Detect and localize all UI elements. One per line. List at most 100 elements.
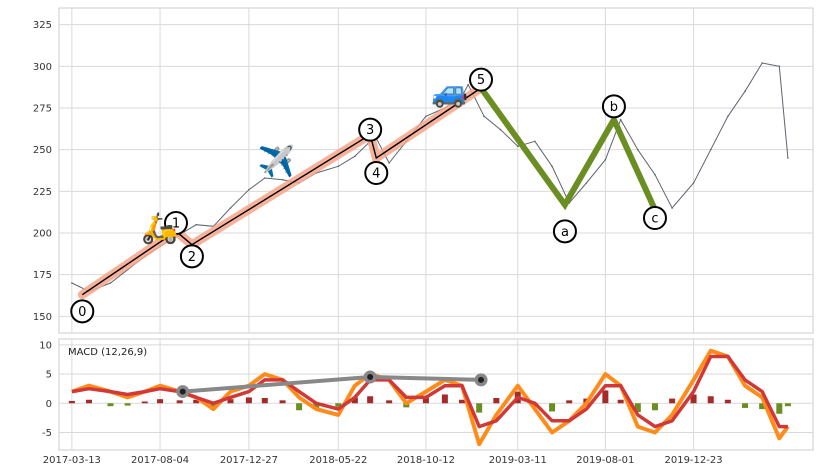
macd-histogram-bar [386, 400, 393, 404]
wave-label-1: 1 [172, 217, 180, 232]
price-point [248, 188, 250, 191]
x-tick-label: 2019-08-01 [576, 455, 634, 466]
x-tick-label: 2017-08-04 [131, 455, 189, 466]
macd-histogram-bar [68, 400, 75, 404]
macd-histogram-bar [351, 397, 358, 404]
price-grid [59, 8, 813, 333]
macd-histogram-bar [107, 403, 114, 407]
macd-histogram-bar [279, 400, 286, 404]
x-tick-label: 2019-03-11 [489, 455, 547, 466]
axis-layer: 2017-03-13 2017-08-04 2017-12-27 2018-05-22… [33, 20, 723, 466]
price-point [425, 115, 427, 118]
price-point [109, 282, 112, 284]
macd-histogram-bar [422, 397, 429, 404]
macd-histogram-bar [193, 399, 200, 404]
macd-histogram-bar [313, 403, 320, 410]
price-y-tick-label: 200 [33, 229, 52, 240]
price-point [778, 65, 781, 68]
wave-label-0: 0 [78, 305, 86, 320]
wave-label-circle [552, 219, 577, 244]
macd-histogram-bar [227, 399, 234, 404]
macd-histogram-bar [124, 403, 131, 406]
price-point [709, 148, 712, 151]
price-point [787, 157, 789, 159]
macd-legend-label: MACD (12,26,9) [68, 347, 147, 358]
wave-label-circle [163, 211, 188, 235]
airplane-icon: ✈️ [258, 142, 295, 179]
macd-histogram-bar [617, 399, 624, 404]
price-point [281, 178, 284, 181]
macd-histogram-bar [157, 399, 164, 404]
macd-histogram-bar [210, 403, 217, 408]
macd-histogram-bar [493, 398, 500, 404]
macd-histogram-bar [176, 400, 183, 404]
price-y-tick-label: 175 [33, 270, 52, 281]
wave-label-circle [70, 299, 95, 324]
price-y-tick-label: 150 [33, 312, 52, 323]
macd-histogram-bar [549, 403, 556, 412]
macd-signal-line [71, 354, 788, 429]
price-point [744, 90, 746, 93]
scooter-icon: 🛵 [141, 211, 178, 246]
macd-histogram-bar [742, 403, 749, 408]
price-point [337, 165, 340, 168]
wave-label-circle [601, 94, 626, 119]
macd-histogram-bar [602, 390, 609, 404]
macd-histogram-bar [669, 398, 676, 404]
macd-y-tick-label: 10 [39, 340, 52, 351]
x-tick-label: 2017-03-13 [43, 455, 101, 466]
wave-label-2: 2 [188, 250, 196, 265]
price-point [671, 207, 673, 209]
macd-histogram-bar [707, 396, 714, 404]
price-point [534, 140, 536, 143]
price-point [654, 173, 656, 176]
price-point [483, 115, 485, 118]
macd-connector-inner-dot [367, 373, 374, 380]
impulse-wave-line [81, 87, 482, 296]
macd-connector-inner-dot [478, 376, 485, 383]
price-point [619, 118, 622, 121]
wave-label-4: 4 [372, 167, 380, 182]
price-point [195, 223, 198, 226]
wave-label-circle [469, 67, 494, 92]
macd-histogram-bar [759, 403, 766, 410]
wave-label-3: 3 [366, 123, 374, 138]
wave-label-circle [364, 161, 389, 185]
wave-label-5: 5 [477, 73, 485, 88]
wave-label-circle [358, 117, 383, 142]
macd-histogram-bar [261, 398, 268, 404]
macd-histogram-bar [367, 396, 374, 404]
x-tick-label: 2018-05-22 [309, 455, 367, 466]
macd-histogram-bar [476, 403, 483, 413]
price-point [499, 128, 502, 131]
price-point [516, 145, 519, 148]
price-point [637, 148, 639, 151]
wave-label-circle [179, 244, 204, 269]
price-y-tick-label: 300 [33, 62, 52, 73]
macd-histogram-bar [634, 403, 641, 413]
macd-histogram-bar [335, 403, 342, 407]
macd-y-tick-label: -5 [42, 428, 52, 439]
price-y-tick-label: 225 [33, 187, 52, 198]
price-y-tick-label: 250 [33, 145, 52, 156]
emoji-layer: 🛵 ✈️ 🚙 [141, 74, 468, 246]
macd-y-tick-label: 5 [46, 370, 52, 381]
macd-histogram-bar [296, 403, 303, 411]
macd-histogram-bar [459, 399, 466, 404]
price-point [354, 155, 356, 158]
car-icon: 🚙 [431, 74, 468, 109]
price-point [388, 162, 390, 164]
macd-histogram-bar [776, 403, 783, 414]
price-y-tick-label: 325 [33, 20, 52, 31]
price-series-line [71, 62, 789, 292]
price-point [551, 165, 553, 168]
macd-histogram-bar [651, 403, 658, 411]
price-point [727, 115, 729, 118]
macd-histogram-bar [441, 394, 448, 404]
x-tick-label: 2017-12-27 [220, 455, 278, 466]
wave-label-circle [642, 206, 667, 230]
wave-label-c: c [651, 212, 658, 227]
price-point [692, 182, 695, 184]
